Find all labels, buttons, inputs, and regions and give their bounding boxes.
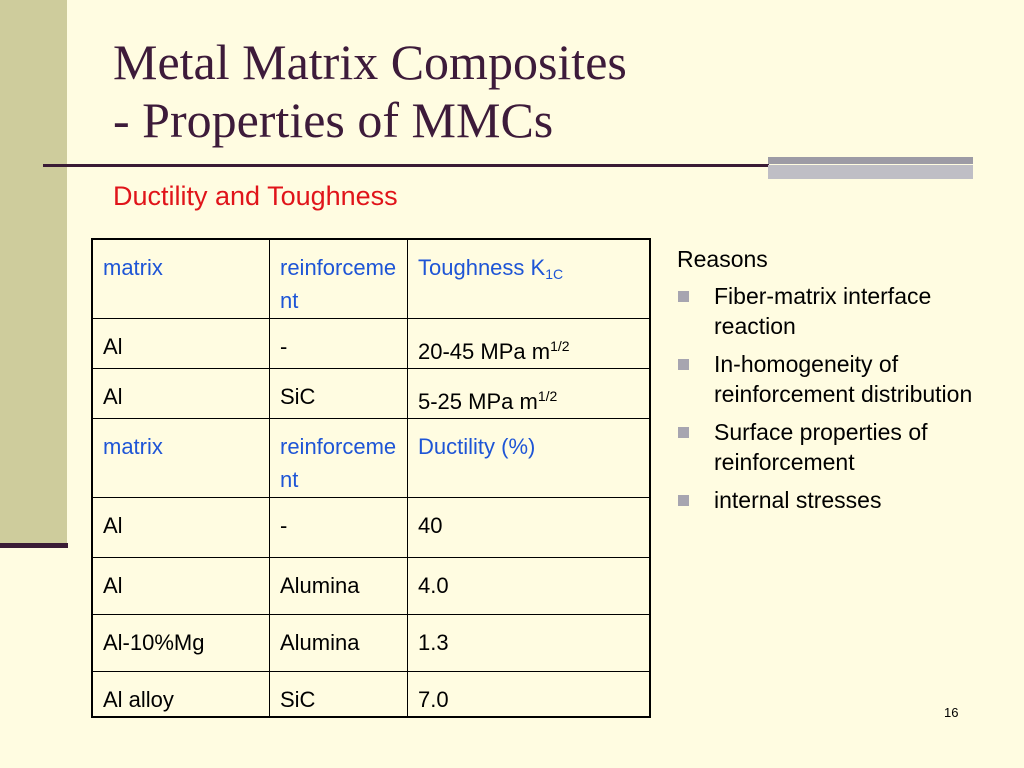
- square-bullet-icon: [678, 495, 689, 506]
- list-item: In-homogeneity of reinforcement distribu…: [677, 349, 977, 409]
- header-cell-matrix: matrix: [91, 417, 270, 498]
- header-cell-reinforcement-text: reinforcement: [280, 433, 397, 492]
- decorative-block-dark: [768, 157, 973, 164]
- table-cell: Al-10%Mg: [91, 613, 270, 672]
- table-cell: Al: [91, 367, 270, 419]
- table-cell-superscript: 1/2: [537, 387, 558, 404]
- table-cell: 40: [407, 496, 651, 558]
- left-accent-bar-base: [0, 543, 68, 548]
- reason-text: Fiber-matrix interface reaction: [714, 283, 932, 339]
- toughness-subscript: 1C: [545, 266, 564, 282]
- table-row: Al - 20-45 MPa m1/2: [91, 317, 651, 369]
- square-bullet-icon: [678, 359, 689, 370]
- table-cell-superscript: 1/2: [550, 337, 570, 354]
- title-rule: [43, 164, 769, 167]
- table-cell: Alumina: [269, 613, 408, 672]
- slide-title-line-1: Metal Matrix Composites: [113, 34, 627, 90]
- table-cell: 5-25 MPa m1/2: [407, 367, 651, 419]
- header-cell-ductility: Ductility (%): [407, 417, 651, 498]
- table-row: Al alloy SiC 7.0: [91, 670, 651, 717]
- header-cell-reinforcement: reinforcement: [269, 417, 408, 498]
- table-header-row: matrix reinforcement Ductility (%): [91, 417, 651, 498]
- table-row: Al Alumina 4.0: [91, 556, 651, 615]
- table-cell: 7.0: [407, 670, 651, 717]
- reasons-panel: Reasons Fiber-matrix interface reaction …: [677, 244, 977, 523]
- slide-title-line-2: - Properties of MMCs: [113, 92, 554, 148]
- decorative-block-light: [768, 165, 973, 179]
- reason-text: Surface properties of reinforcement: [714, 419, 928, 475]
- left-accent-bar: [0, 0, 67, 545]
- reasons-heading: Reasons: [677, 246, 768, 272]
- properties-table: matrix reinforcement Toughness K1C Al - …: [91, 238, 651, 718]
- table-cell: Al alloy: [91, 670, 270, 717]
- reason-text: In-homogeneity of reinforcement distribu…: [714, 351, 973, 407]
- table-row: Al-10%Mg Alumina 1.3: [91, 613, 651, 672]
- page-number: 16: [944, 705, 959, 720]
- table-cell-value: 20-45 MPa m: [418, 338, 551, 364]
- toughness-label: Toughness K: [418, 255, 546, 280]
- table-cell: Al: [91, 496, 270, 558]
- table-cell: Al: [91, 317, 270, 369]
- table-cell: SiC: [269, 367, 408, 419]
- square-bullet-icon: [678, 427, 689, 438]
- reasons-list: Fiber-matrix interface reaction In-homog…: [677, 281, 977, 515]
- table-row: Al SiC 5-25 MPa m1/2: [91, 367, 651, 419]
- table-row: Al - 40: [91, 496, 651, 558]
- header-cell-reinforcement: reinforcement: [269, 238, 408, 319]
- table-cell-value: 5-25 MPa m: [418, 388, 538, 414]
- slide-subtitle: Ductility and Toughness: [113, 181, 398, 211]
- header-cell-toughness: Toughness K1C: [407, 238, 651, 319]
- table-header-row: matrix reinforcement Toughness K1C: [91, 238, 651, 319]
- table-cell: -: [269, 317, 408, 369]
- table-cell: 4.0: [407, 556, 651, 615]
- table-cell: Alumina: [269, 556, 408, 615]
- slide-title: Metal Matrix Composites - Properties of …: [113, 33, 813, 149]
- table-cell: SiC: [269, 670, 408, 717]
- table-cell: 20-45 MPa m1/2: [407, 317, 651, 369]
- table-cell: Al: [91, 556, 270, 615]
- table-cell: 1.3: [407, 613, 651, 672]
- list-item: internal stresses: [677, 485, 977, 515]
- header-cell-matrix: matrix: [91, 238, 270, 319]
- table-cell: -: [269, 496, 408, 558]
- list-item: Fiber-matrix interface reaction: [677, 281, 977, 341]
- header-cell-reinforcement-text: reinforcement: [280, 255, 397, 313]
- square-bullet-icon: [678, 291, 689, 302]
- list-item: Surface properties of reinforcement: [677, 417, 977, 477]
- reason-text: internal stresses: [714, 487, 882, 513]
